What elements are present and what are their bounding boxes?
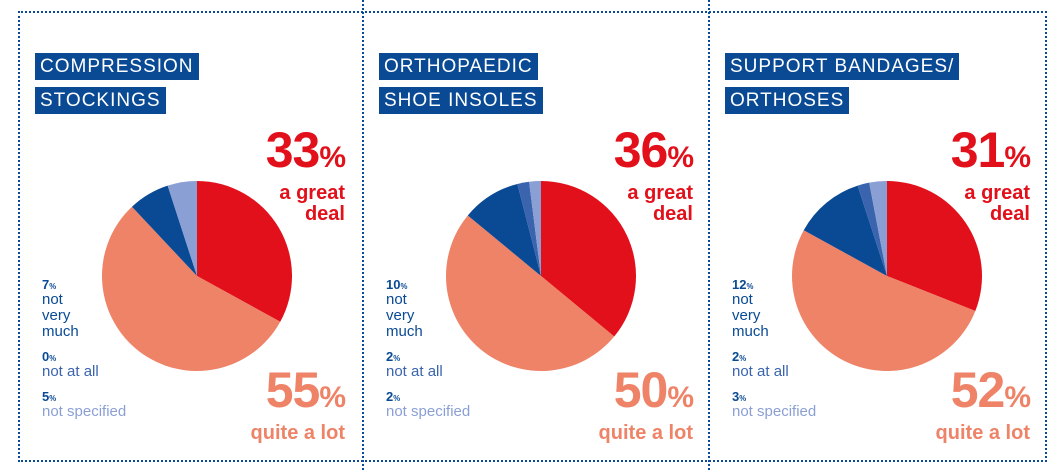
category-label: not at all <box>732 363 789 380</box>
pie <box>102 181 293 371</box>
big-label: 36% a great deal <box>593 122 694 225</box>
value-label: 0% <box>42 349 57 364</box>
pie-slice <box>446 215 615 371</box>
category-label: not very much <box>386 291 423 340</box>
value-label: 36% <box>613 122 694 178</box>
label-group: 5% not specified <box>42 389 162 420</box>
value-label: 2% <box>386 389 401 404</box>
category-label: not at all <box>386 363 443 380</box>
pie <box>446 181 636 371</box>
chart-title: SUPPORT BANDAGES/ <box>725 53 960 80</box>
value-label: 31% <box>950 122 1031 178</box>
left-labels: 7% not very much 0% not at all 5% not specifi… <box>42 277 162 429</box>
dotted-frame <box>18 11 1047 462</box>
chart-title: SHOE INSOLES <box>379 87 543 114</box>
pie <box>792 181 982 371</box>
chart-panel: SUPPORT BANDAGES/ORTHOSES 31% a great deal… <box>708 0 1047 470</box>
value-label: 10% <box>386 277 408 292</box>
pie-slice <box>529 181 541 276</box>
value-label: 33% <box>265 122 346 178</box>
category-label: not at all <box>42 363 99 380</box>
left-labels: 10% not very much 2% not at all 2% not specif… <box>386 277 506 429</box>
pie-slice <box>197 181 293 322</box>
category-label: not very much <box>42 291 79 340</box>
category-label: not specified <box>42 403 127 420</box>
pie-slice <box>541 181 636 337</box>
pie-slice <box>857 182 887 276</box>
chart-title: COMPRESSION <box>35 53 199 80</box>
label-group: 2% not at all <box>732 349 852 380</box>
pie-slice <box>869 181 887 276</box>
pie-slice <box>467 183 541 276</box>
category-label: quite a lot <box>598 422 693 444</box>
pie-slice <box>792 230 976 371</box>
value-label: 2% <box>732 349 747 364</box>
value-label: 12% <box>732 277 754 292</box>
label-group: 12% not very much <box>732 277 852 340</box>
pie-slice <box>803 185 887 276</box>
chart-panel: ORTHOPAEDIC SHOE INSOLES 36% a great deal 50… <box>362 0 710 470</box>
big-label: 55% quite a lot <box>245 362 346 444</box>
category-label: a great deal <box>627 182 693 225</box>
chart-title: ORTHOSES <box>725 87 850 114</box>
big-label: 52% quite a lot <box>930 362 1031 444</box>
big-label: 31% a great deal <box>930 122 1031 225</box>
label-group: 10% not very much <box>386 277 506 340</box>
label-group: 7% not very much <box>42 277 162 340</box>
value-label: 2% <box>386 349 401 364</box>
pie-slice <box>167 181 197 276</box>
label-group: 0% not at all <box>42 349 162 380</box>
pie-slice <box>102 206 281 371</box>
value-label: 50% <box>613 362 694 418</box>
value-label: 52% <box>950 362 1031 418</box>
big-label: 33% a great deal <box>245 122 346 225</box>
left-labels: 12% not very much 2% not at all 3% not specif… <box>732 277 852 429</box>
chart-title: ORTHOPAEDIC <box>379 53 538 80</box>
pie-slice <box>131 185 197 276</box>
value-label: 5% <box>42 389 57 404</box>
chart-panel: COMPRESSION STOCKINGS 33% a great deal 55% qu… <box>20 0 362 470</box>
value-label: 55% <box>265 362 346 418</box>
chart-title: STOCKINGS <box>35 87 166 114</box>
label-group: 3% not specified <box>732 389 852 420</box>
big-label: 50% quite a lot <box>593 362 694 444</box>
value-label: 7% <box>42 277 57 292</box>
category-label: quite a lot <box>250 422 345 444</box>
category-label: not very much <box>732 291 769 340</box>
pie-slice <box>887 181 982 311</box>
category-label: quite a lot <box>935 422 1030 444</box>
category-label: not specified <box>386 403 471 420</box>
value-label: 3% <box>732 389 747 404</box>
category-label: a great deal <box>279 182 345 225</box>
category-label: not specified <box>732 403 817 420</box>
label-group: 2% not specified <box>386 389 506 420</box>
label-group: 2% not at all <box>386 349 506 380</box>
category-label: a great deal <box>964 182 1030 225</box>
pie-slice <box>517 181 541 276</box>
